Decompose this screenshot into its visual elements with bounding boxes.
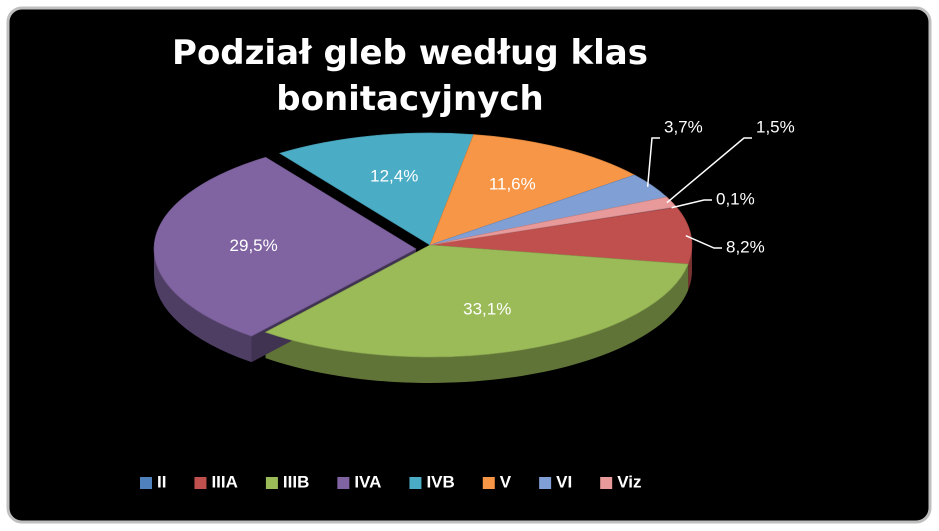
- leader-line: [666, 137, 752, 204]
- slice-side: [154, 249, 252, 363]
- slice: [153, 156, 417, 337]
- legend-label: IIIB: [283, 472, 309, 491]
- legend-swatch: [265, 477, 278, 489]
- data-label: 0,1%: [716, 189, 755, 208]
- legend-label: IVA: [354, 472, 381, 491]
- slice: [278, 132, 475, 246]
- legend-label: VI: [556, 472, 572, 491]
- legend-label: Viz: [617, 472, 641, 491]
- legend-label: II: [157, 472, 166, 491]
- legend-label: IIIA: [211, 472, 237, 491]
- slice: [264, 244, 689, 358]
- slice: [429, 134, 636, 246]
- leader-line: [646, 137, 660, 187]
- legend-swatch: [539, 477, 552, 489]
- legend-label: V: [500, 472, 512, 491]
- legend-swatch: [409, 477, 422, 489]
- data-label: 33,1%: [463, 299, 511, 318]
- data-label: 1,5%: [756, 117, 795, 136]
- slice: [429, 207, 693, 265]
- legend-label: IVB: [426, 472, 454, 491]
- chart-title: Podział gleb według klas bonitacyjnych: [172, 33, 648, 119]
- legend-swatch: [194, 477, 207, 489]
- data-label: 3,7%: [664, 117, 703, 136]
- legend-swatch: [140, 477, 152, 489]
- leader-line: [685, 234, 722, 249]
- legend-swatch: [337, 477, 350, 489]
- slice-side: [265, 264, 689, 384]
- leader-line: [671, 199, 712, 209]
- data-label: 11,6%: [489, 175, 536, 194]
- data-label: 8,2%: [726, 237, 765, 256]
- data-label: 29,5%: [230, 236, 278, 255]
- legend-swatch: [482, 477, 495, 489]
- legend-swatch: [600, 477, 613, 489]
- data-label: 12,4%: [370, 167, 418, 186]
- slice-side: [688, 245, 692, 291]
